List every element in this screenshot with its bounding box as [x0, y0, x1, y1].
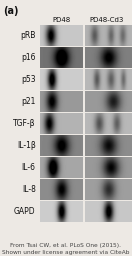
- Text: From Tsai CW, et al. PLoS One (2015).
Shown under license agreement via CiteAb: From Tsai CW, et al. PLoS One (2015). Sh…: [2, 243, 130, 255]
- Text: p21: p21: [21, 97, 36, 106]
- Text: pRB: pRB: [20, 31, 36, 40]
- Text: IL-6: IL-6: [22, 163, 36, 172]
- Text: PD48: PD48: [52, 17, 71, 23]
- Text: TGF-β: TGF-β: [13, 119, 36, 128]
- Text: p16: p16: [21, 53, 36, 62]
- Text: IL-1β: IL-1β: [17, 141, 36, 150]
- Text: (a): (a): [3, 6, 18, 16]
- Text: IL-8: IL-8: [22, 185, 36, 194]
- Text: GAPD: GAPD: [14, 207, 36, 216]
- Text: p53: p53: [21, 75, 36, 84]
- Text: PD48-Cd3: PD48-Cd3: [90, 17, 124, 23]
